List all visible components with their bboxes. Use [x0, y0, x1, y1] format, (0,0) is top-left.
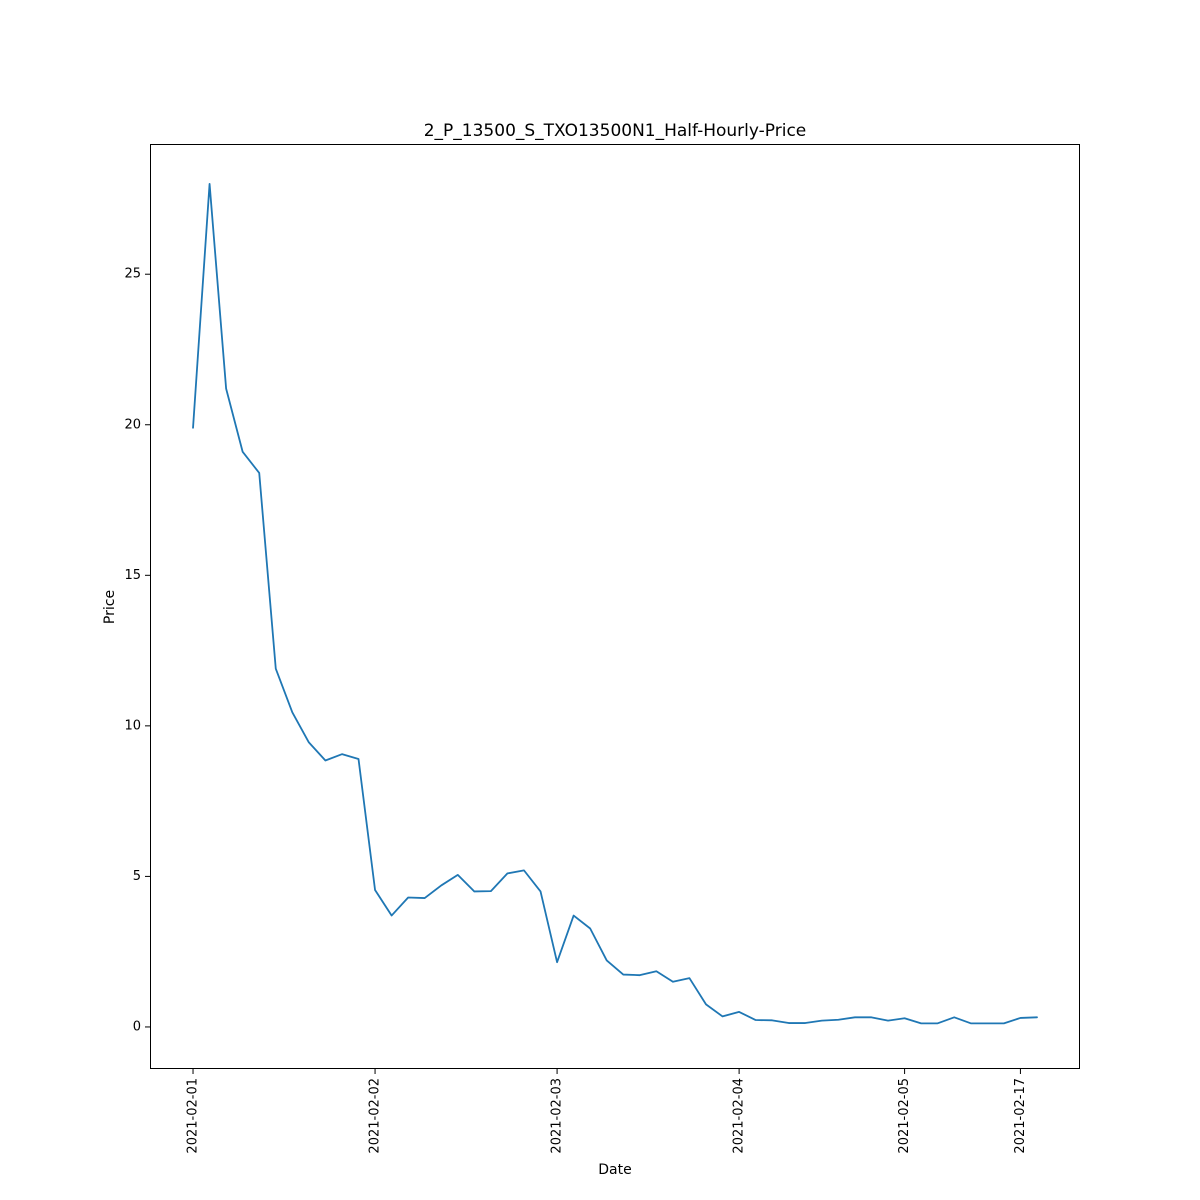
data-point — [556, 961, 558, 963]
y-tick-label: 5 — [133, 869, 141, 884]
data-point — [440, 884, 442, 886]
data-point — [506, 872, 508, 874]
data-point — [540, 890, 542, 892]
y-tick-label: 10 — [124, 718, 141, 733]
data-point — [705, 1003, 707, 1005]
x-axis-title: Date — [598, 1162, 631, 1178]
data-point — [341, 753, 343, 755]
x-tick-label: 2021-02-05 — [897, 1078, 912, 1154]
data-point — [986, 1022, 988, 1024]
data-point — [606, 959, 608, 961]
chart-title: 2_P_13500_S_TXO13500N1_Half-Hourly-Price — [424, 121, 807, 141]
data-point — [473, 890, 475, 892]
data-point — [407, 896, 409, 898]
data-point — [870, 1016, 872, 1018]
data-point — [970, 1022, 972, 1024]
y-tick-label: 0 — [133, 1019, 141, 1034]
data-point — [937, 1022, 939, 1024]
data-point — [291, 711, 293, 713]
data-point — [457, 874, 459, 876]
data-point — [920, 1022, 922, 1024]
data-point — [1003, 1022, 1005, 1024]
data-point — [391, 915, 393, 917]
series-line — [192, 182, 1038, 1025]
data-point — [904, 1017, 906, 1019]
data-point — [374, 889, 376, 891]
data-point — [672, 981, 674, 983]
data-point — [738, 1011, 740, 1013]
x-tick-label: 2021-02-04 — [732, 1078, 747, 1154]
data-point — [953, 1016, 955, 1018]
y-tick-label: 25 — [124, 267, 141, 282]
data-point — [788, 1022, 790, 1024]
data-point — [225, 388, 227, 390]
data-point — [771, 1019, 773, 1021]
data-point — [424, 897, 426, 899]
y-tick-label: 20 — [124, 417, 141, 432]
x-tick-label: 2021-02-02 — [368, 1078, 383, 1154]
data-point — [688, 977, 690, 979]
data-point — [854, 1016, 856, 1018]
data-point — [755, 1019, 757, 1021]
data-point — [837, 1019, 839, 1021]
data-point — [804, 1022, 806, 1024]
data-point — [209, 183, 211, 185]
data-point — [655, 970, 657, 972]
data-point — [308, 741, 310, 743]
data-point — [722, 1015, 724, 1017]
data-point — [192, 427, 194, 429]
data-point — [573, 915, 575, 917]
plot-area: 2021-02-01 2021-02-02 2021-02-03 2021-02-04… — [124, 182, 1038, 1154]
data-point — [324, 759, 326, 761]
data-point — [639, 974, 641, 976]
y-tick-label: 15 — [124, 568, 141, 583]
data-point — [258, 472, 260, 474]
x-tick-label: 2021-02-03 — [550, 1078, 565, 1154]
data-point — [242, 451, 244, 453]
data-point — [275, 668, 277, 670]
data-point — [821, 1020, 823, 1022]
data-point — [1019, 1017, 1021, 1019]
data-point — [523, 869, 525, 871]
data-point — [589, 928, 591, 930]
data-point — [490, 890, 492, 892]
data-point — [1036, 1016, 1038, 1018]
y-axis-title: Price — [102, 590, 118, 624]
x-tick-label: 2021-02-17 — [1013, 1078, 1028, 1154]
x-tick-label: 2021-02-01 — [186, 1078, 201, 1154]
data-point — [887, 1020, 889, 1022]
axes-frame — [150, 144, 1080, 1069]
data-point — [622, 974, 624, 976]
data-point — [358, 758, 360, 760]
